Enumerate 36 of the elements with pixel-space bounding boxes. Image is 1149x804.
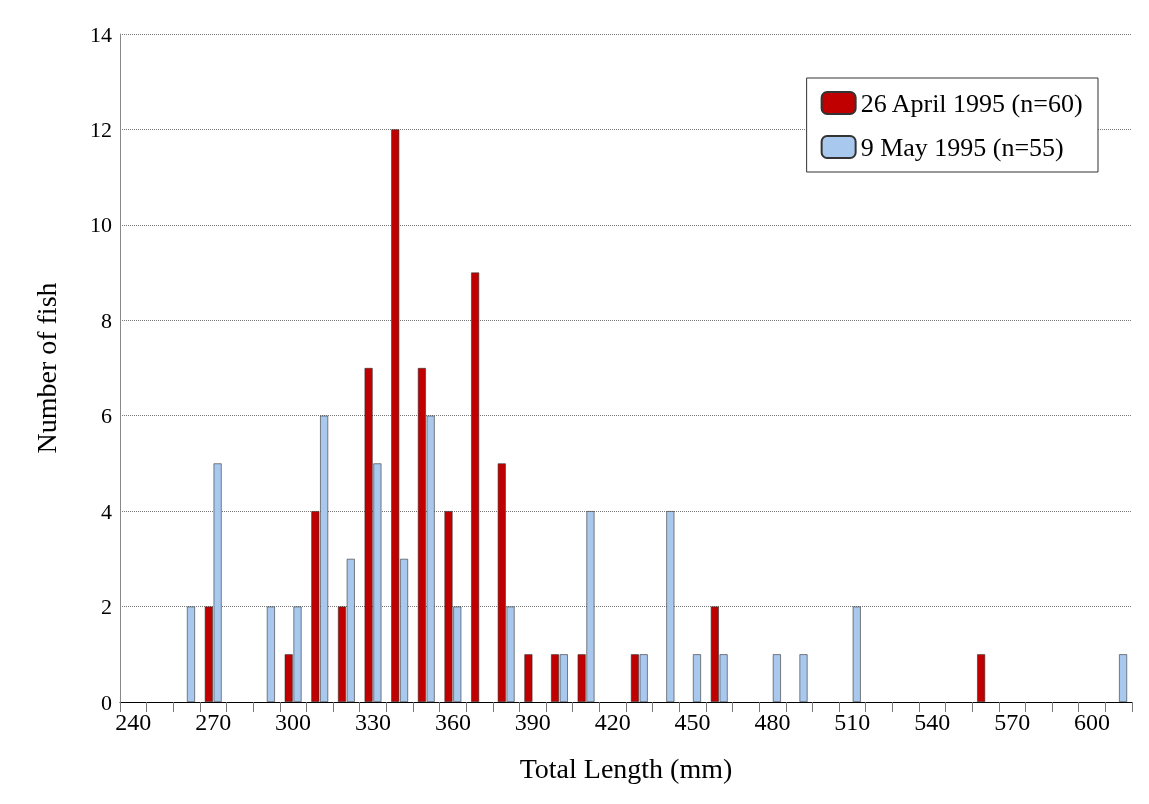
bar xyxy=(524,654,533,702)
bar xyxy=(186,606,195,702)
x-tick-label: 390 xyxy=(514,709,551,735)
x-tick-label: 240 xyxy=(115,709,152,735)
y-tick-label: 4 xyxy=(101,498,112,524)
bar xyxy=(471,272,480,702)
y-tick-label: 2 xyxy=(101,594,112,620)
x-axis-title: Total Length (mm) xyxy=(519,752,733,784)
y-tick-label: 0 xyxy=(101,689,112,715)
x-tick-label: 330 xyxy=(355,709,391,735)
y-tick-label: 10 xyxy=(90,212,112,238)
x-tick-label: 360 xyxy=(434,709,471,735)
y-tick-label: 6 xyxy=(101,403,112,429)
x-tick-label: 600 xyxy=(1074,709,1111,735)
y-axis-title: Number of fish xyxy=(30,282,62,454)
bar xyxy=(772,654,781,702)
y-tick-label: 12 xyxy=(90,116,112,142)
x-tick-label: 300 xyxy=(275,709,312,735)
bar xyxy=(666,511,675,702)
x-tick-label: 510 xyxy=(834,709,871,735)
bar xyxy=(977,654,986,702)
bar xyxy=(799,654,808,702)
x-tick-label: 450 xyxy=(674,709,711,735)
x-tick-label: 540 xyxy=(914,709,951,735)
bar xyxy=(1119,654,1128,702)
legend-label: 26 April 1995 (n=60) xyxy=(860,88,1083,118)
bar xyxy=(692,654,701,702)
legend-label: 9 May 1995 (n=55) xyxy=(860,132,1064,162)
y-tick-label: 14 xyxy=(90,21,112,47)
x-tick-label: 480 xyxy=(754,709,791,735)
bar xyxy=(852,606,861,702)
x-tick-label: 420 xyxy=(594,709,631,735)
y-tick-label: 8 xyxy=(101,307,112,333)
x-tick-label: 570 xyxy=(994,709,1031,735)
bar xyxy=(266,606,275,702)
x-tick-label: 270 xyxy=(195,709,232,735)
